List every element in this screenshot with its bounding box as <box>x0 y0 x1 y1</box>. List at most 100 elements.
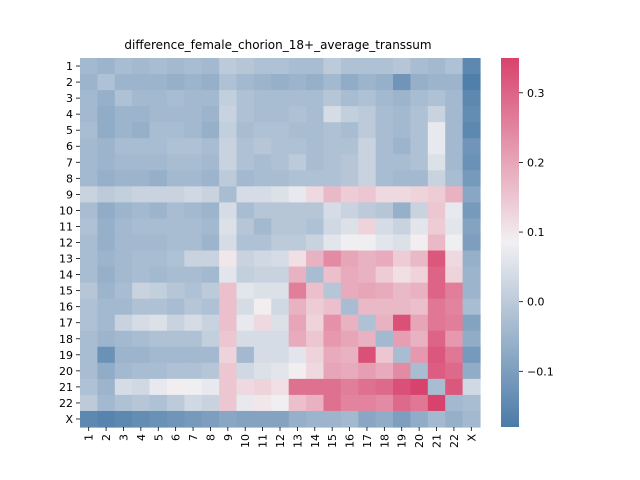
heatmap-cell <box>271 378 290 396</box>
heatmap-cell <box>201 170 220 187</box>
heatmap-cell <box>323 170 342 187</box>
heatmap-cell <box>462 266 481 284</box>
heatmap-cell <box>166 138 185 155</box>
heatmap-cell <box>445 202 464 220</box>
heatmap-cells <box>80 58 481 428</box>
heatmap-cell <box>132 282 151 300</box>
heatmap-cell <box>410 106 429 123</box>
heatmap-cell <box>201 122 220 139</box>
heatmap-cell <box>271 410 290 428</box>
heatmap-cell <box>410 330 429 348</box>
heatmap-cell <box>166 394 185 412</box>
heatmap-cell <box>97 138 116 155</box>
heatmap-cell <box>184 154 203 171</box>
heatmap-cell <box>114 362 133 380</box>
heatmap-cell <box>340 138 359 155</box>
heatmap-cell <box>184 394 203 412</box>
heatmap-cell <box>132 250 151 268</box>
heatmap-cell <box>114 58 133 75</box>
heatmap-cell <box>201 58 220 75</box>
heatmap-cell <box>358 58 377 75</box>
heatmap-cell <box>166 314 185 332</box>
heatmap-cell <box>462 314 481 332</box>
heatmap-cell <box>97 378 116 396</box>
heatmap-cell <box>427 90 446 107</box>
heatmap-cell <box>427 202 446 220</box>
heatmap-cell <box>323 186 342 203</box>
heatmap-cell <box>114 234 133 252</box>
heatmap-cell <box>375 314 394 332</box>
y-tick-label: 9 <box>66 188 73 201</box>
heatmap-cell <box>97 282 116 300</box>
x-tick-label: 5 <box>152 434 165 441</box>
y-tick-label: 14 <box>59 269 73 282</box>
heatmap-cell <box>80 282 98 300</box>
heatmap-cell <box>306 90 325 107</box>
heatmap-cell <box>97 170 116 187</box>
heatmap-cell <box>166 58 185 75</box>
heatmap-cell <box>149 314 168 332</box>
heatmap-cell <box>358 186 377 203</box>
heatmap-cell <box>166 202 185 220</box>
heatmap-cell <box>80 74 98 91</box>
heatmap-cell <box>358 74 377 91</box>
heatmap-cell <box>375 106 394 123</box>
heatmap-cell <box>288 330 307 348</box>
heatmap-cell <box>427 362 446 380</box>
heatmap-cell <box>114 298 133 316</box>
heatmap-cell <box>132 154 151 171</box>
heatmap-cell <box>271 282 290 300</box>
heatmap-cell <box>410 362 429 380</box>
heatmap-cell <box>288 378 307 396</box>
heatmap-cell <box>80 410 98 428</box>
y-tick-label: 10 <box>59 204 73 217</box>
heatmap-cell <box>253 202 272 220</box>
heatmap-cell <box>323 250 342 268</box>
heatmap-cell <box>288 106 307 123</box>
y-tick-label: 1 <box>66 60 73 73</box>
heatmap-cell <box>427 186 446 203</box>
heatmap-cell <box>80 154 98 171</box>
heatmap-cell <box>340 346 359 364</box>
heatmap-cell <box>271 74 290 91</box>
x-tick-label: 9 <box>222 434 235 441</box>
heatmap-cell <box>253 170 272 187</box>
heatmap-cell <box>201 218 220 236</box>
x-tick-label: 19 <box>396 434 409 448</box>
x-tick-label: 17 <box>361 434 374 448</box>
heatmap-cell <box>340 234 359 252</box>
heatmap-cell <box>80 234 98 252</box>
heatmap-cell <box>219 234 238 252</box>
x-tick-label: 21 <box>431 434 444 448</box>
heatmap-cell <box>393 250 412 268</box>
heatmap-cell <box>445 362 464 380</box>
heatmap-cell <box>184 106 203 123</box>
x-tick-label: 14 <box>309 434 322 448</box>
heatmap-cell <box>253 346 272 364</box>
heatmap-cell <box>184 202 203 220</box>
heatmap-cell <box>410 410 429 428</box>
heatmap-cell <box>271 394 290 412</box>
heatmap-cell <box>149 74 168 91</box>
heatmap-cell <box>410 170 429 187</box>
heatmap-cell <box>184 346 203 364</box>
heatmap-cell <box>271 330 290 348</box>
heatmap-cell <box>201 362 220 380</box>
heatmap-cell <box>253 410 272 428</box>
heatmap-cell <box>271 346 290 364</box>
heatmap-cell <box>288 314 307 332</box>
heatmap-cell <box>427 170 446 187</box>
heatmap-cell <box>340 298 359 316</box>
heatmap-cell <box>149 170 168 187</box>
heatmap-cell <box>236 314 255 332</box>
y-tick-label: 18 <box>59 333 73 346</box>
heatmap-cell <box>219 154 238 171</box>
heatmap-cell <box>358 410 377 428</box>
heatmap-cell <box>149 202 168 220</box>
heatmap-cell <box>201 202 220 220</box>
heatmap-cell <box>340 314 359 332</box>
heatmap-cell <box>166 362 185 380</box>
heatmap-cell <box>149 394 168 412</box>
heatmap-cell <box>253 74 272 91</box>
heatmap-cell <box>149 218 168 236</box>
